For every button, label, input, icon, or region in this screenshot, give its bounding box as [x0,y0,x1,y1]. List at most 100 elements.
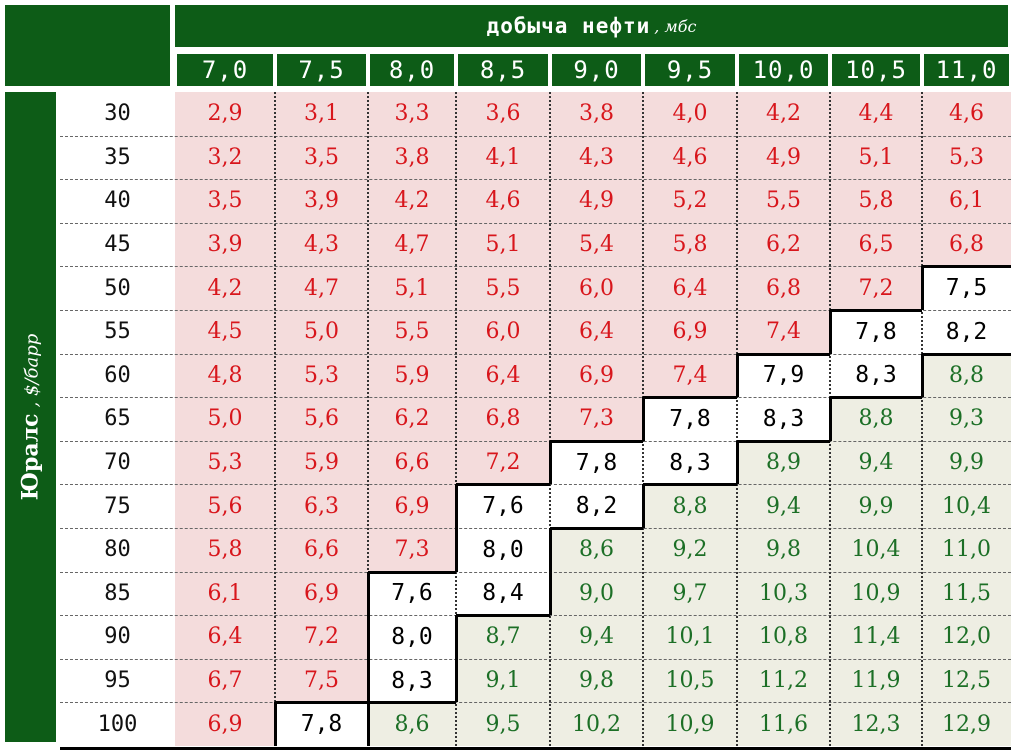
table-cell: 8,8 [830,397,922,441]
table-cell: 4,4 [830,92,922,136]
column-header: 8,5 [458,54,548,86]
table-cell: 11,4 [830,615,922,659]
break-even-border [368,570,456,574]
table-cell: 4,3 [275,222,368,267]
table-cell: 3,2 [175,135,275,180]
row-header: 65 [104,406,131,432]
row-header: 85 [104,580,131,606]
table-cell: 8,4 [456,571,550,616]
table-cell: 6,9 [275,571,368,616]
row-header: 55 [104,319,131,345]
table-cell: 9,7 [643,571,737,616]
table-cell: 6,4 [550,310,643,354]
table-cell: 7,8 [643,397,737,441]
break-even-border [642,484,645,528]
table-cell: 12,5 [922,658,1011,703]
break-even-border [456,614,550,618]
table-cell: 11,6 [737,702,830,746]
table-cell: 4,1 [456,135,550,180]
break-even-border [274,702,277,746]
table-cell: 6,8 [737,266,830,310]
table-cell: 6,4 [456,353,550,398]
break-even-border [642,397,645,441]
table-cell: 6,9 [175,702,275,746]
break-even-border [549,571,552,616]
row-separator [60,658,1011,660]
row-separator [60,440,1011,442]
table-cell: 8,8 [643,484,737,528]
table-cell: 6,9 [550,353,643,398]
table-cell: 5,5 [737,179,830,223]
table-cell: 6,6 [368,440,456,485]
table-cell: 11,9 [830,658,922,703]
table-cell: 7,4 [643,353,737,398]
row-separator [60,571,1011,573]
table-cell: 3,9 [175,222,275,267]
table-cell: 5,0 [275,310,368,354]
column-header: 10,0 [739,54,828,86]
table-cell: 8,6 [550,528,643,572]
row-header: 75 [104,493,131,519]
table-cell: 3,5 [175,179,275,223]
table-cell: 7,2 [830,266,922,310]
row-header: 60 [104,362,131,388]
break-even-border [368,701,456,705]
table-cell: 4,7 [368,222,456,267]
table-cell: 12,3 [830,702,922,746]
table-cell: 7,2 [275,615,368,659]
column-separator [274,92,276,746]
table-cell: 3,8 [550,92,643,136]
break-even-border [736,440,739,485]
table-cell: 6,4 [175,615,275,659]
table-cell: 4,3 [550,135,643,180]
table-cell: 6,9 [643,310,737,354]
table-cell: 8,0 [456,528,550,572]
table-cell: 10,9 [830,571,922,616]
table-cell: 8,9 [737,440,830,485]
row-separator [60,266,1011,268]
table-cell: 3,6 [456,92,550,136]
break-even-border [922,265,1011,269]
column-axis-title-text: добыча нефти [486,14,651,38]
break-even-border [921,353,924,398]
table-cell: 8,3 [830,353,922,398]
row-separator [60,397,1011,399]
table-cell: 7,8 [830,310,922,354]
table-cell: 5,8 [175,528,275,572]
column-header: 8,0 [370,54,454,86]
row-separator [60,702,1011,704]
break-even-border [643,396,737,400]
table-cell: 10,1 [643,615,737,659]
column-separator [367,92,369,746]
table-cell: 10,9 [643,702,737,746]
table-cell: 7,6 [368,571,456,616]
break-even-border [550,439,643,443]
table-cell: 7,8 [550,440,643,485]
table-cell: 10,4 [830,528,922,572]
table-cell: 5,8 [830,179,922,223]
column-axis-title: добыча нефти, мбс [175,5,1008,47]
table-cell: 6,3 [275,484,368,528]
break-even-border [455,528,458,572]
column-separator [736,92,738,746]
table-cell: 7,8 [275,702,368,746]
table-cell: 4,6 [456,179,550,223]
table-cell: 5,1 [456,222,550,267]
table-cell: 8,6 [368,702,456,746]
row-axis-title: Юралс , $/барр [5,92,56,742]
table-cell: 6,6 [275,528,368,572]
table-cell: 5,2 [643,179,737,223]
row-header: 40 [104,188,131,214]
row-separator [60,528,1011,529]
table-cell: 5,3 [922,135,1011,180]
table-cell: 6,5 [830,222,922,267]
table-cell: 10,8 [737,615,830,659]
break-even-border [829,310,832,354]
table-cell: 8,8 [922,353,1011,398]
table-cell: 5,1 [830,135,922,180]
table-cell: 6,0 [550,266,643,310]
table-cell: 9,8 [737,528,830,572]
table-cell: 8,0 [368,615,456,659]
row-header: 70 [104,450,131,476]
table-cell: 6,2 [368,397,456,441]
